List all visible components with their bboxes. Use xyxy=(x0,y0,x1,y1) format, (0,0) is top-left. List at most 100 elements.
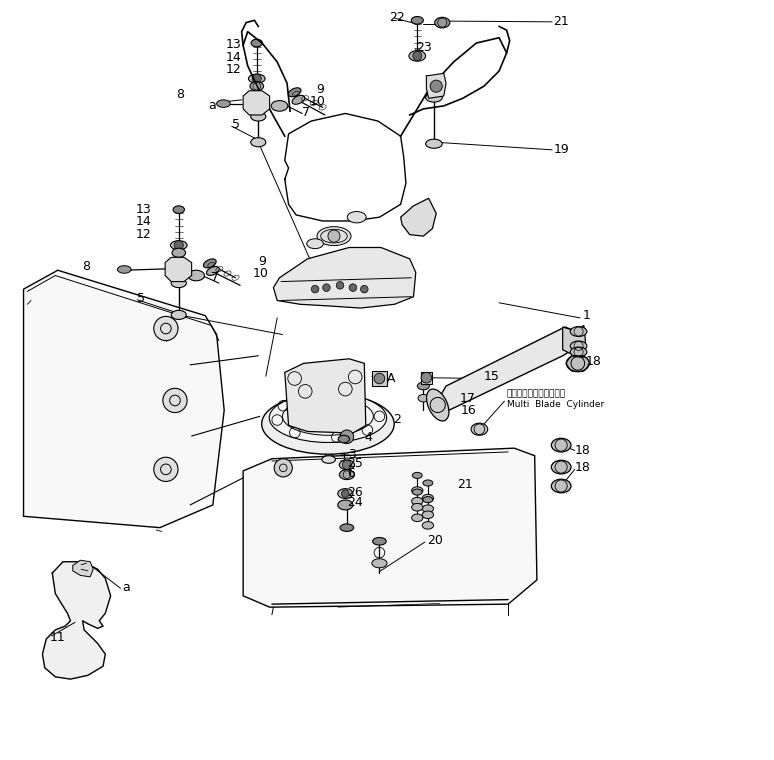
Text: 13: 13 xyxy=(226,38,241,51)
Ellipse shape xyxy=(413,473,422,479)
Ellipse shape xyxy=(409,51,426,62)
Text: 5: 5 xyxy=(137,292,145,305)
Polygon shape xyxy=(73,560,93,577)
Ellipse shape xyxy=(570,327,587,337)
Text: a: a xyxy=(208,99,216,112)
Ellipse shape xyxy=(339,470,354,480)
Polygon shape xyxy=(426,73,446,98)
Circle shape xyxy=(413,52,422,61)
Text: 11: 11 xyxy=(50,631,66,644)
Circle shape xyxy=(349,283,357,291)
Ellipse shape xyxy=(338,435,350,443)
Ellipse shape xyxy=(435,17,450,28)
Ellipse shape xyxy=(250,81,264,90)
Circle shape xyxy=(274,459,293,477)
Text: a: a xyxy=(122,581,130,594)
Polygon shape xyxy=(243,90,269,115)
Ellipse shape xyxy=(188,271,204,280)
Ellipse shape xyxy=(551,439,571,452)
Circle shape xyxy=(341,489,349,497)
Text: 19: 19 xyxy=(553,143,570,156)
Polygon shape xyxy=(243,448,537,607)
Circle shape xyxy=(154,316,178,340)
Ellipse shape xyxy=(426,389,449,421)
Ellipse shape xyxy=(337,489,353,499)
Text: 12: 12 xyxy=(226,63,241,76)
Ellipse shape xyxy=(411,17,423,24)
Ellipse shape xyxy=(262,394,394,454)
Polygon shape xyxy=(431,327,575,416)
Polygon shape xyxy=(563,325,585,357)
Ellipse shape xyxy=(171,310,187,319)
Circle shape xyxy=(430,80,442,92)
Ellipse shape xyxy=(417,382,430,390)
Circle shape xyxy=(340,430,354,444)
Ellipse shape xyxy=(171,278,187,287)
Text: 20: 20 xyxy=(427,534,443,547)
Text: 21: 21 xyxy=(553,14,570,27)
Ellipse shape xyxy=(251,40,262,47)
Ellipse shape xyxy=(567,355,589,372)
Text: 7: 7 xyxy=(211,271,219,284)
Circle shape xyxy=(163,388,187,413)
Circle shape xyxy=(323,283,330,291)
Circle shape xyxy=(374,373,385,384)
Ellipse shape xyxy=(426,139,442,148)
Ellipse shape xyxy=(118,266,131,274)
Text: 18: 18 xyxy=(575,461,591,474)
Ellipse shape xyxy=(422,521,433,529)
Polygon shape xyxy=(372,371,387,386)
Text: 17: 17 xyxy=(460,391,475,404)
Circle shape xyxy=(328,230,340,242)
Circle shape xyxy=(421,372,432,383)
Text: 1: 1 xyxy=(582,309,591,322)
Circle shape xyxy=(318,407,337,426)
Text: 10: 10 xyxy=(252,267,268,280)
Ellipse shape xyxy=(422,505,433,512)
Text: 3: 3 xyxy=(348,448,355,461)
Text: 14: 14 xyxy=(226,51,241,64)
Ellipse shape xyxy=(269,393,387,442)
Text: 22: 22 xyxy=(389,11,405,24)
Ellipse shape xyxy=(412,503,423,511)
Text: Multi  Blade  Cylinder: Multi Blade Cylinder xyxy=(507,400,604,409)
Ellipse shape xyxy=(426,93,442,102)
Text: 15: 15 xyxy=(484,370,500,384)
Ellipse shape xyxy=(337,500,353,510)
Ellipse shape xyxy=(412,497,423,505)
Text: 18: 18 xyxy=(575,444,591,457)
Text: 7: 7 xyxy=(302,106,310,119)
Circle shape xyxy=(252,74,262,83)
Ellipse shape xyxy=(412,514,423,521)
Text: 2: 2 xyxy=(393,413,401,426)
Ellipse shape xyxy=(348,211,366,223)
Text: 16: 16 xyxy=(461,404,476,416)
Text: 4: 4 xyxy=(365,431,372,444)
Ellipse shape xyxy=(372,537,386,545)
Text: 26: 26 xyxy=(348,486,363,499)
Ellipse shape xyxy=(418,394,429,402)
Ellipse shape xyxy=(271,100,288,111)
Circle shape xyxy=(174,241,183,250)
Text: 9: 9 xyxy=(259,255,266,268)
Text: 14: 14 xyxy=(135,215,152,228)
Text: 24: 24 xyxy=(348,496,363,509)
Ellipse shape xyxy=(412,486,423,494)
Text: マルチブレードシリンダ: マルチブレードシリンダ xyxy=(507,389,566,398)
Ellipse shape xyxy=(170,241,187,250)
Ellipse shape xyxy=(173,206,184,214)
Text: 18: 18 xyxy=(585,356,601,369)
Ellipse shape xyxy=(551,480,571,492)
Ellipse shape xyxy=(248,74,265,83)
Ellipse shape xyxy=(217,100,230,107)
Ellipse shape xyxy=(322,456,335,464)
Text: 8: 8 xyxy=(82,260,90,273)
Ellipse shape xyxy=(251,138,265,147)
Ellipse shape xyxy=(423,496,433,502)
Ellipse shape xyxy=(251,112,265,121)
Circle shape xyxy=(311,285,319,293)
Ellipse shape xyxy=(551,461,571,474)
Ellipse shape xyxy=(471,423,488,435)
Ellipse shape xyxy=(207,267,219,275)
Text: 13: 13 xyxy=(135,203,152,216)
